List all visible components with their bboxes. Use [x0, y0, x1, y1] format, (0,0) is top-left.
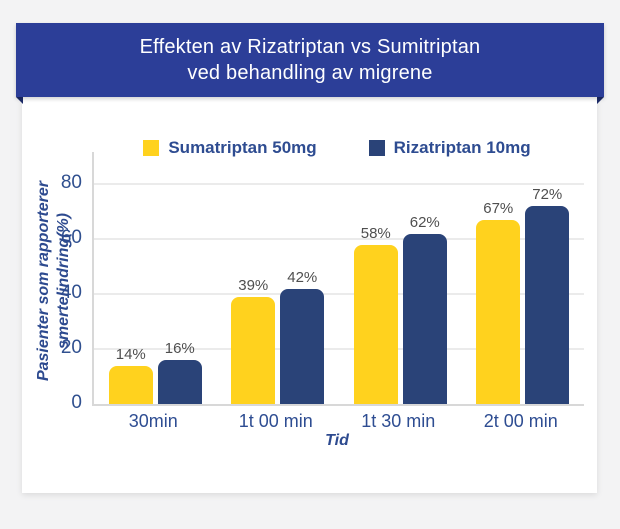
gridline-20 — [94, 348, 584, 350]
page-title-line1: Effekten av Rizatriptan vs Sumitriptan — [139, 36, 481, 58]
bar-value-label: 42% — [287, 268, 318, 286]
bar-rizatriptan — [280, 288, 325, 404]
y-axis-title-line1: Pasienter som rapporterer — [35, 180, 52, 382]
bar-wrap: 39% — [231, 276, 276, 404]
bar-value-label: 67% — [483, 199, 514, 217]
legend-item-rizatriptan: Rizatriptan 10mg — [368, 138, 531, 158]
y-axis-title: Pasienter som rapporterer smertelindring… — [34, 181, 74, 381]
bar-sumatriptan — [108, 365, 153, 404]
bar-wrap: 58% — [353, 224, 398, 404]
x-tick-label: 30min — [128, 411, 178, 431]
bar-value-label: 62% — [409, 213, 440, 231]
legend-label: Sumatriptan 50mg — [168, 138, 317, 157]
bar-group-4: 67% 72% — [462, 186, 585, 404]
y-tick-80: 80 — [60, 172, 82, 193]
bar-wrap: 42% — [280, 268, 325, 404]
bar-value-label: 72% — [532, 186, 563, 203]
gridline-80 — [94, 183, 584, 185]
bar-wrap: 62% — [402, 213, 447, 404]
x-tick-label: 1t 00 min — [238, 411, 313, 431]
bar-group-2: 39% 42% — [217, 268, 340, 404]
y-tick-40: 40 — [60, 282, 82, 303]
bar-value-label: 58% — [360, 224, 391, 242]
bar-rizatriptan — [402, 233, 447, 404]
x-tick-label: 1t 30 min — [361, 411, 436, 431]
bar-value-label: 39% — [238, 276, 269, 294]
banner-fold-left — [16, 97, 23, 104]
bar-wrap: 72% — [525, 186, 570, 404]
y-tick-20: 20 — [60, 337, 82, 358]
legend-swatch — [143, 140, 160, 156]
banner-fold-right — [597, 97, 604, 104]
y-tick-60: 60 — [60, 227, 82, 248]
plot-area: 14% 16% 39% 42% 58% 62% 67% 72% 0 20 40 60 80 — [61, 152, 584, 413]
gridline-60 — [94, 238, 584, 240]
page-title-line2: ved behandling av migrene — [187, 62, 433, 84]
bar-rizatriptan — [525, 206, 570, 404]
chart-legend: Sumatriptan 50mg Rizatriptan 10mg — [92, 138, 582, 158]
bar-value-label: 14% — [115, 345, 146, 363]
x-axis-labels: 30min 1t 00 min 1t 30 min 2t 00 min — [92, 411, 582, 432]
legend-swatch — [368, 140, 385, 156]
bar-groups: 14% 16% 39% 42% 58% 62% 67% 72% — [94, 152, 584, 404]
gridline-40 — [94, 293, 584, 295]
bar-group-1: 14% 16% — [94, 340, 217, 404]
bar-value-label: 16% — [164, 340, 195, 357]
bar-group-3: 58% 62% — [339, 213, 462, 404]
bar-rizatriptan — [157, 360, 202, 404]
legend-item-sumatriptan: Sumatriptan 50mg — [143, 138, 317, 158]
title-banner: Effekten av Rizatriptan vs Sumitriptan v… — [16, 23, 604, 97]
x-tick-label: 2t 00 min — [483, 411, 558, 431]
bar-sumatriptan — [476, 219, 521, 404]
bar-sumatriptan — [231, 296, 276, 404]
y-axis-title-line2: smertelindring(%) — [55, 212, 72, 350]
bar-sumatriptan — [353, 244, 398, 404]
x-axis-title: Tid — [325, 432, 349, 449]
legend-label: Rizatriptan 10mg — [393, 138, 531, 157]
y-tick-0: 0 — [71, 392, 82, 413]
bar-wrap: 14% — [108, 345, 153, 404]
bar-wrap: 67% — [476, 199, 521, 404]
bar-wrap: 16% — [157, 340, 202, 404]
